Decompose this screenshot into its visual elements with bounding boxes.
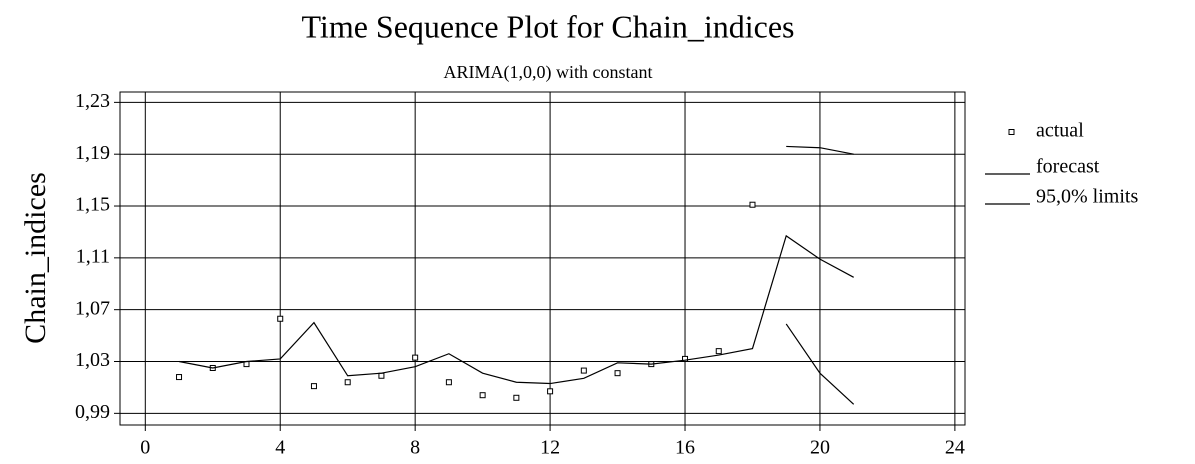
- data-point: [513, 394, 520, 401]
- legend-label: actual: [1036, 120, 1084, 142]
- data-point: [277, 315, 284, 322]
- data-point: [682, 355, 689, 362]
- chart-subtitle: ARIMA(1,0,0) with constant: [444, 62, 653, 83]
- data-point: [378, 372, 385, 379]
- x-tick-label: 0: [140, 437, 150, 459]
- x-tick-label: 24: [945, 437, 965, 459]
- y-tick-label: 1,19: [75, 142, 110, 164]
- legend-label: 95,0% limits: [1036, 186, 1138, 208]
- y-axis-label: Chain_indices: [19, 172, 52, 344]
- data-point: [547, 388, 554, 395]
- y-tick-label: 1,23: [75, 90, 110, 112]
- data-point: [344, 379, 351, 386]
- x-tick-label: 4: [275, 437, 285, 459]
- x-tick-label: 12: [540, 437, 560, 459]
- y-tick-label: 1,15: [75, 194, 110, 216]
- series-line: [178, 234, 854, 385]
- data-point: [715, 348, 722, 355]
- x-tick-label: 16: [675, 437, 695, 459]
- data-point: [614, 370, 621, 377]
- y-tick-label: 1,03: [75, 349, 110, 371]
- series-line: [785, 323, 855, 405]
- y-tick-label: 1,11: [76, 245, 110, 267]
- data-point: [176, 374, 183, 381]
- data-point: [310, 383, 317, 390]
- x-tick-label: 20: [810, 437, 830, 459]
- data-point: [580, 367, 587, 374]
- data-point: [412, 354, 419, 361]
- x-tick-label: 8: [410, 437, 420, 459]
- data-point: [445, 379, 452, 386]
- legend-label: forecast: [1036, 156, 1100, 178]
- series-line: [786, 145, 854, 155]
- y-tick-label: 1,07: [75, 297, 110, 319]
- y-tick-label: 0,99: [75, 401, 110, 423]
- legend-marker: [1008, 129, 1015, 135]
- plot-frame: [119, 91, 966, 426]
- chart-title: Time Sequence Plot for Chain_indices: [302, 8, 795, 44]
- data-point: [749, 201, 756, 208]
- data-point: [479, 392, 486, 399]
